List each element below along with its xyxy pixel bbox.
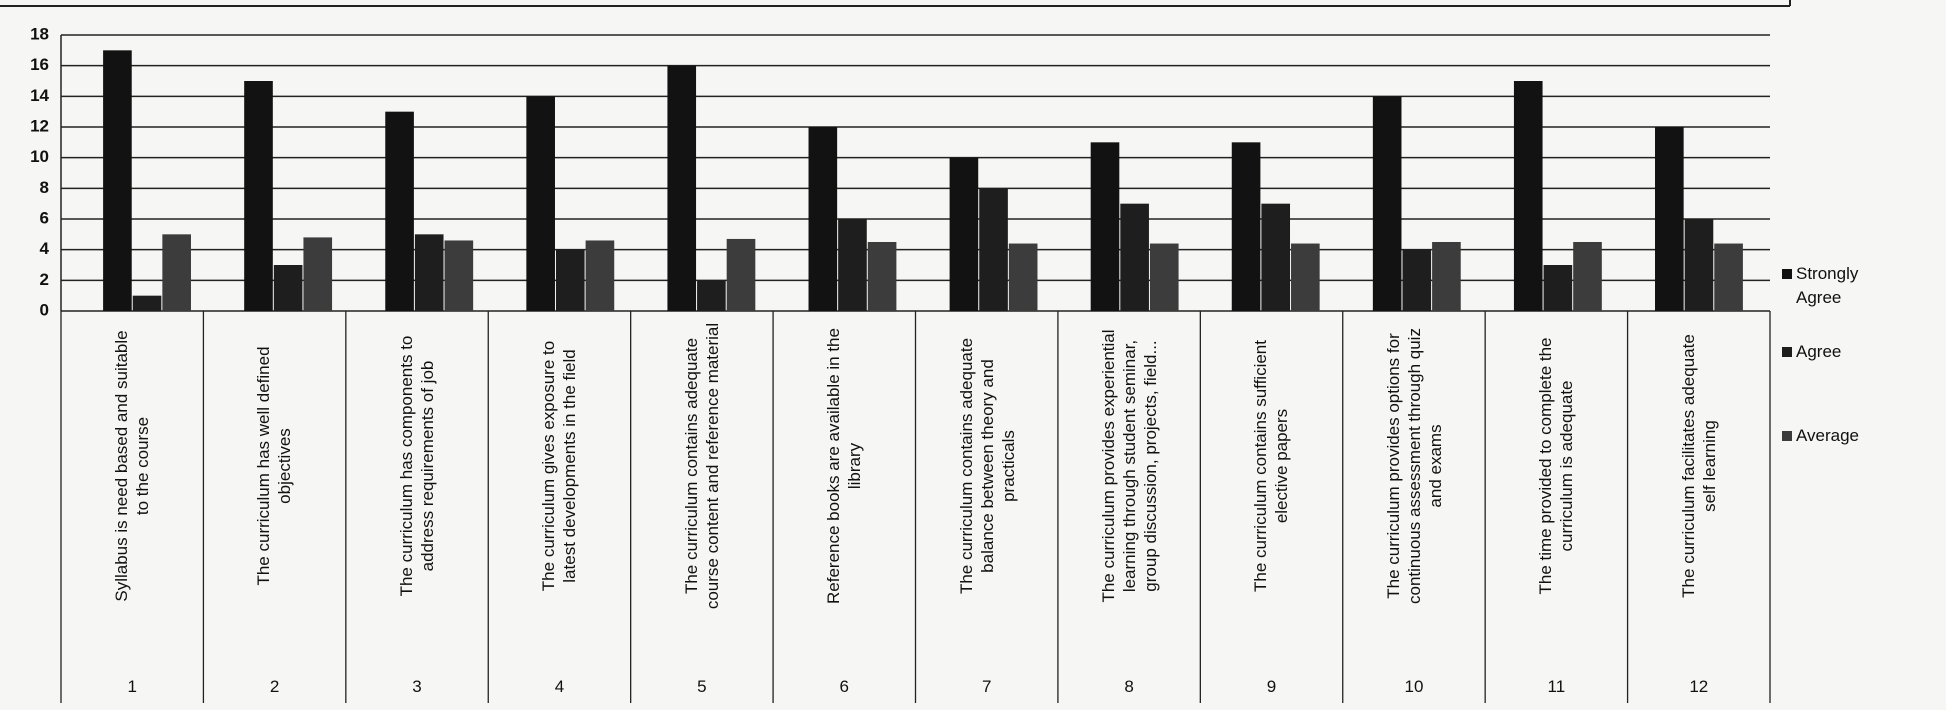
bar	[244, 81, 273, 311]
bar	[1261, 203, 1291, 311]
x-tick-label: The time provided to complete the curric…	[1501, 321, 1611, 611]
bar	[444, 240, 474, 311]
bar	[1372, 96, 1402, 311]
bar	[979, 188, 1008, 311]
legend-label: Average	[1796, 426, 1860, 445]
x-tick-label: The curriculum has components to address…	[362, 321, 472, 611]
bar	[808, 127, 838, 311]
x-tick-number: 6	[839, 677, 850, 696]
x-tick-text: The curriculum contains adequate course …	[681, 322, 722, 610]
bar	[667, 65, 697, 312]
x-tick-text: Reference books are available in the lib…	[824, 328, 865, 604]
x-tick-label: Reference books are available in the lib…	[789, 321, 899, 611]
x-tick-number: 10	[1404, 677, 1424, 696]
x-tick-number: 4	[554, 677, 565, 696]
y-tick-label: 18	[30, 24, 49, 43]
bar	[1008, 243, 1038, 311]
bar	[103, 50, 132, 311]
x-tick-text: The curriculum provides experiential lea…	[1098, 329, 1160, 603]
x-tick-label: The curriculum contains adequate course …	[647, 321, 757, 611]
x-tick-text: The curriculum gives exposure to latest …	[539, 340, 580, 592]
legend-swatch	[1782, 347, 1792, 357]
bar	[303, 237, 333, 311]
bar	[1120, 203, 1149, 311]
x-tick-number: 11	[1547, 677, 1566, 696]
x-tick-text: The curriculum has components to address…	[397, 335, 438, 597]
x-tick-number: 5	[697, 677, 707, 696]
bar	[132, 295, 162, 311]
x-tick-label: The curriculum provides experiential lea…	[1074, 321, 1184, 611]
bar	[726, 238, 756, 311]
bar	[1149, 243, 1179, 311]
x-tick-text: The curriculum contains adequate balance…	[956, 337, 1018, 595]
x-tick-number: 3	[412, 677, 422, 696]
x-tick-label: Syllabus is need based and suitable to t…	[77, 321, 187, 611]
bar	[1714, 243, 1743, 311]
x-tick-number: 2	[269, 677, 280, 696]
bar	[1543, 265, 1573, 311]
bar	[414, 234, 444, 311]
bar	[385, 111, 414, 312]
x-tick-text: The curriculum has well defined objectiv…	[254, 346, 295, 586]
x-tick-number: 12	[1689, 677, 1709, 696]
bar	[1432, 242, 1461, 311]
bar	[273, 265, 303, 311]
bar	[1684, 219, 1714, 311]
x-tick-label: The curriculum has well defined objectiv…	[219, 321, 329, 611]
y-tick-label: 14	[30, 86, 49, 105]
x-tick-number: 7	[981, 677, 992, 696]
x-tick-number: 1	[127, 677, 137, 696]
bar	[697, 280, 726, 311]
legend-entry: Strongly Agree	[1782, 262, 1932, 310]
legend-entry: Average	[1782, 424, 1932, 448]
bar	[585, 240, 615, 311]
y-tick-label: 2	[40, 270, 49, 289]
legend-entry: Agree	[1782, 340, 1932, 364]
bar	[1090, 142, 1120, 311]
x-tick-text: The curriculum contains sufficient elect…	[1251, 340, 1292, 592]
x-tick-text: The time provided to complete the curric…	[1536, 337, 1577, 595]
bar	[555, 249, 585, 311]
legend-label: Strongly Agree	[1796, 264, 1859, 307]
bar	[1655, 127, 1684, 311]
bar	[526, 96, 555, 311]
y-tick-label: 4	[40, 239, 50, 258]
bar	[867, 242, 897, 311]
x-tick-text: The curriculum facilitates adequate self…	[1678, 334, 1719, 598]
x-tick-label: The curriculum provides options for cont…	[1359, 321, 1469, 611]
legend-swatch	[1782, 431, 1792, 441]
y-tick-label: 10	[30, 147, 49, 166]
legend-label: Agree	[1796, 342, 1842, 361]
bar	[949, 157, 979, 311]
x-tick-number: 8	[1124, 677, 1134, 696]
x-tick-label: The curriculum contains adequate balance…	[932, 321, 1042, 611]
bar	[1573, 242, 1602, 311]
legend-swatch	[1782, 269, 1792, 279]
x-tick-text: The curriculum provides options for cont…	[1383, 328, 1445, 604]
y-tick-label: 0	[40, 300, 49, 319]
bar	[1291, 243, 1320, 311]
bar	[1402, 249, 1432, 311]
bar	[1231, 142, 1261, 311]
bar	[1513, 81, 1543, 311]
x-tick-label: The curriculum gives exposure to latest …	[504, 321, 614, 611]
x-tick-label: The curriculum facilitates adequate self…	[1644, 321, 1754, 611]
y-tick-label: 16	[30, 55, 49, 74]
x-tick-label: The curriculum contains sufficient elect…	[1216, 321, 1326, 611]
y-tick-label: 6	[40, 208, 49, 227]
bar	[162, 234, 191, 311]
y-tick-label: 8	[40, 178, 49, 197]
y-tick-label: 12	[30, 116, 49, 135]
x-tick-text: Syllabus is need based and suitable to t…	[112, 330, 153, 602]
x-tick-number: 9	[1266, 677, 1277, 696]
bar	[838, 219, 867, 311]
